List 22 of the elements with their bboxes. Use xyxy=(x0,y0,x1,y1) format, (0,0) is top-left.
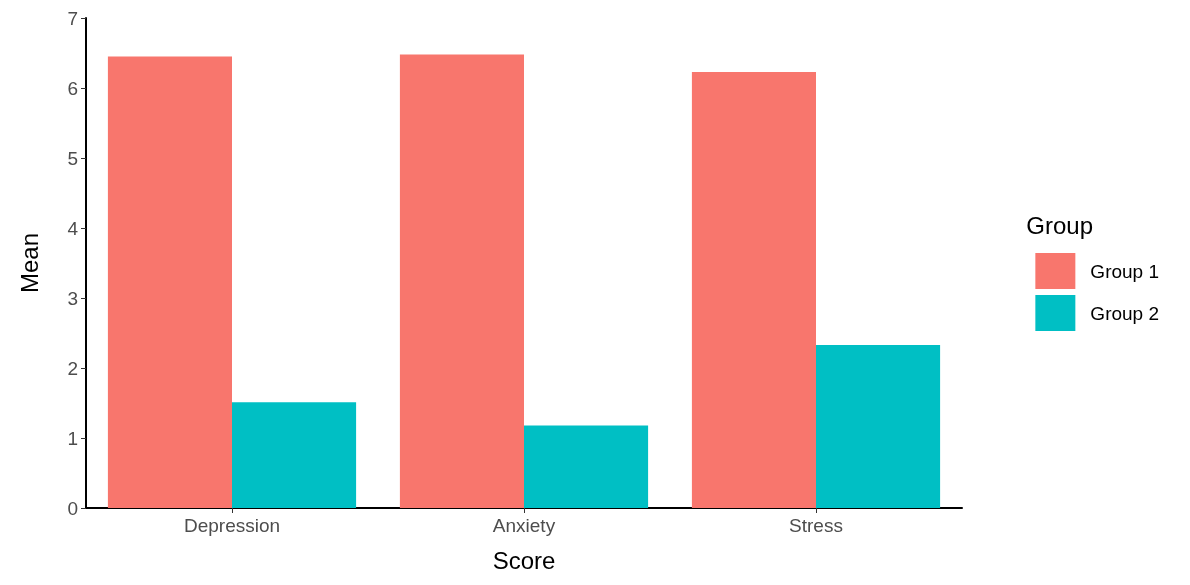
x-tick-label: Anxiety xyxy=(492,515,556,536)
legend-label: Group 1 xyxy=(1090,260,1159,282)
y-tick-label: 2 xyxy=(67,357,78,379)
bar xyxy=(524,425,649,508)
bar xyxy=(107,56,232,508)
bar xyxy=(816,344,941,508)
y-tick-label: 3 xyxy=(67,287,78,309)
y-tick-label: 6 xyxy=(67,77,78,99)
y-tick-label: 7 xyxy=(67,7,78,29)
x-tick-label: Stress xyxy=(789,515,843,536)
y-tick-label: 1 xyxy=(67,427,78,449)
bar xyxy=(232,402,357,508)
x-axis-title: Score xyxy=(492,546,556,574)
y-tick-label: 0 xyxy=(67,497,78,519)
legend-title: Group xyxy=(1026,211,1093,239)
y-axis-title: Mean xyxy=(15,232,43,294)
bar xyxy=(691,71,816,508)
legend-label: Group 2 xyxy=(1090,302,1159,324)
y-tick-label: 4 xyxy=(67,217,79,239)
x-tick-label: Depression xyxy=(183,515,281,536)
bar xyxy=(399,54,524,508)
y-tick-label: 5 xyxy=(67,147,78,169)
